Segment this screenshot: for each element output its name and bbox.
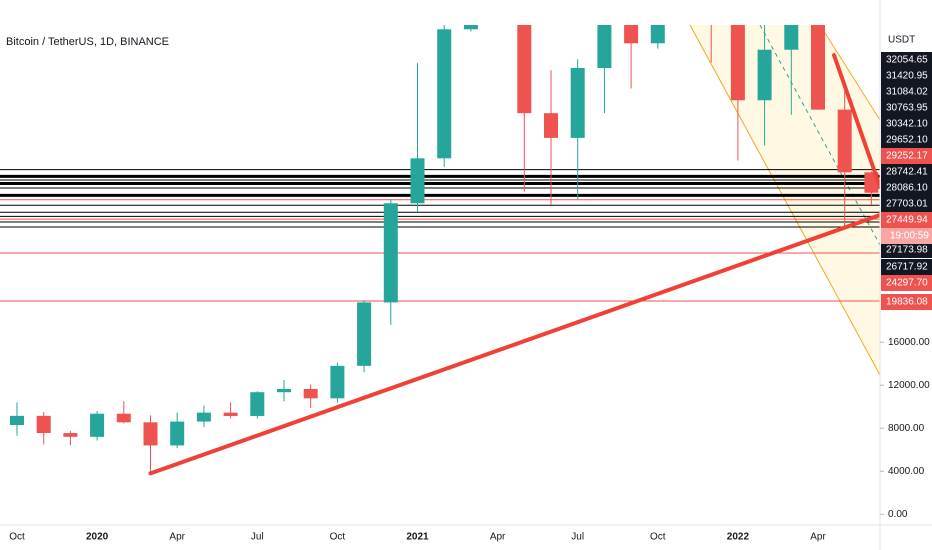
level-label-bg <box>881 180 932 196</box>
level-label-bg <box>881 259 932 275</box>
countdown-bg <box>881 228 932 244</box>
x-tick-label: Apr <box>810 532 826 543</box>
level-label: 30763.95 <box>886 103 928 114</box>
level-label: 29652.10 <box>886 135 928 146</box>
level-label: 29252.17 <box>886 151 928 162</box>
y-tick-label: 16000.00 <box>888 337 930 348</box>
candle-body <box>63 433 78 437</box>
level-label: 24297.70 <box>886 278 928 289</box>
level-label-bg <box>881 52 932 68</box>
candle-body <box>223 412 238 416</box>
level-label-bg <box>881 100 932 116</box>
y-tick-label: 8000.00 <box>888 423 925 434</box>
y-tick-label: 0.00 <box>888 509 908 520</box>
candle-body <box>36 415 51 434</box>
candle-body <box>730 25 745 101</box>
level-label: 19836.08 <box>886 297 928 308</box>
candle-body <box>570 68 585 138</box>
level-label-bg <box>881 275 932 291</box>
level-label: 31420.95 <box>886 71 928 82</box>
level-label: 27449.94 <box>886 215 928 226</box>
candle-body <box>517 25 532 114</box>
candle-body <box>383 203 398 303</box>
candle-body <box>116 413 131 423</box>
x-tick-label: 2022 <box>727 532 750 543</box>
level-label: 28742.41 <box>886 167 928 178</box>
level-label-bg <box>881 196 932 212</box>
x-tick-label: Oct <box>650 532 666 543</box>
level-label: 27703.01 <box>886 199 928 210</box>
level-label-bg <box>881 84 932 100</box>
candle-body <box>837 109 852 173</box>
level-label-bg <box>881 148 932 164</box>
level-label-bg <box>881 68 932 84</box>
candle-body <box>811 25 825 110</box>
candle-body <box>90 413 105 437</box>
channel-line <box>819 25 880 121</box>
countdown: 19:00:59 <box>890 231 929 242</box>
x-tick-label: 2020 <box>86 532 109 543</box>
channel-mid <box>759 25 880 246</box>
level-label: 32054.65 <box>886 55 928 66</box>
level-label-bg <box>881 294 932 310</box>
level-label: 27173.98 <box>886 245 928 256</box>
x-tick-label: 2021 <box>406 532 429 543</box>
candle-body <box>277 388 291 393</box>
level-label-bg <box>881 212 932 228</box>
x-tick-label: Jul <box>251 532 264 543</box>
x-tick-label: Apr <box>169 532 185 543</box>
candle-body <box>303 388 318 399</box>
level-label-bg <box>881 242 932 258</box>
level-label: 28086.10 <box>886 183 928 194</box>
candle-body <box>196 412 211 422</box>
chart-title: Bitcoin / TetherUS, 1D, BINANCE <box>6 36 169 48</box>
x-tick-label: Oct <box>330 532 346 543</box>
candle-body <box>437 29 452 159</box>
candle-body <box>330 365 345 399</box>
level-label-bg <box>881 164 932 180</box>
candle-body <box>143 422 158 446</box>
level-label-bg <box>881 116 932 132</box>
candle-body <box>544 113 558 138</box>
candle-body <box>757 49 772 101</box>
candle-body <box>624 25 639 44</box>
plot <box>0 25 880 476</box>
y-tick-label: 4000.00 <box>888 466 925 477</box>
candle-body <box>650 25 665 44</box>
candle-body <box>784 25 799 50</box>
trendline <box>832 53 880 188</box>
level-label-bg <box>881 132 932 148</box>
x-tick-label: Jul <box>571 532 584 543</box>
level-label: 31084.02 <box>886 87 928 98</box>
trendline <box>148 213 880 476</box>
candle-body <box>357 302 372 366</box>
candle-body <box>597 25 612 69</box>
candle-body <box>250 392 265 416</box>
x-tick-label: Apr <box>490 532 506 543</box>
candle-body <box>10 415 24 425</box>
level-label: 26717.92 <box>886 262 928 273</box>
candle-body <box>170 421 185 446</box>
candle-body <box>463 25 478 30</box>
y-tick-label: 12000.00 <box>888 380 930 391</box>
level-label: 30342.10 <box>886 119 928 130</box>
x-tick-label: Oct <box>9 532 25 543</box>
candle-body <box>410 158 425 204</box>
currency: USDT <box>888 35 915 46</box>
